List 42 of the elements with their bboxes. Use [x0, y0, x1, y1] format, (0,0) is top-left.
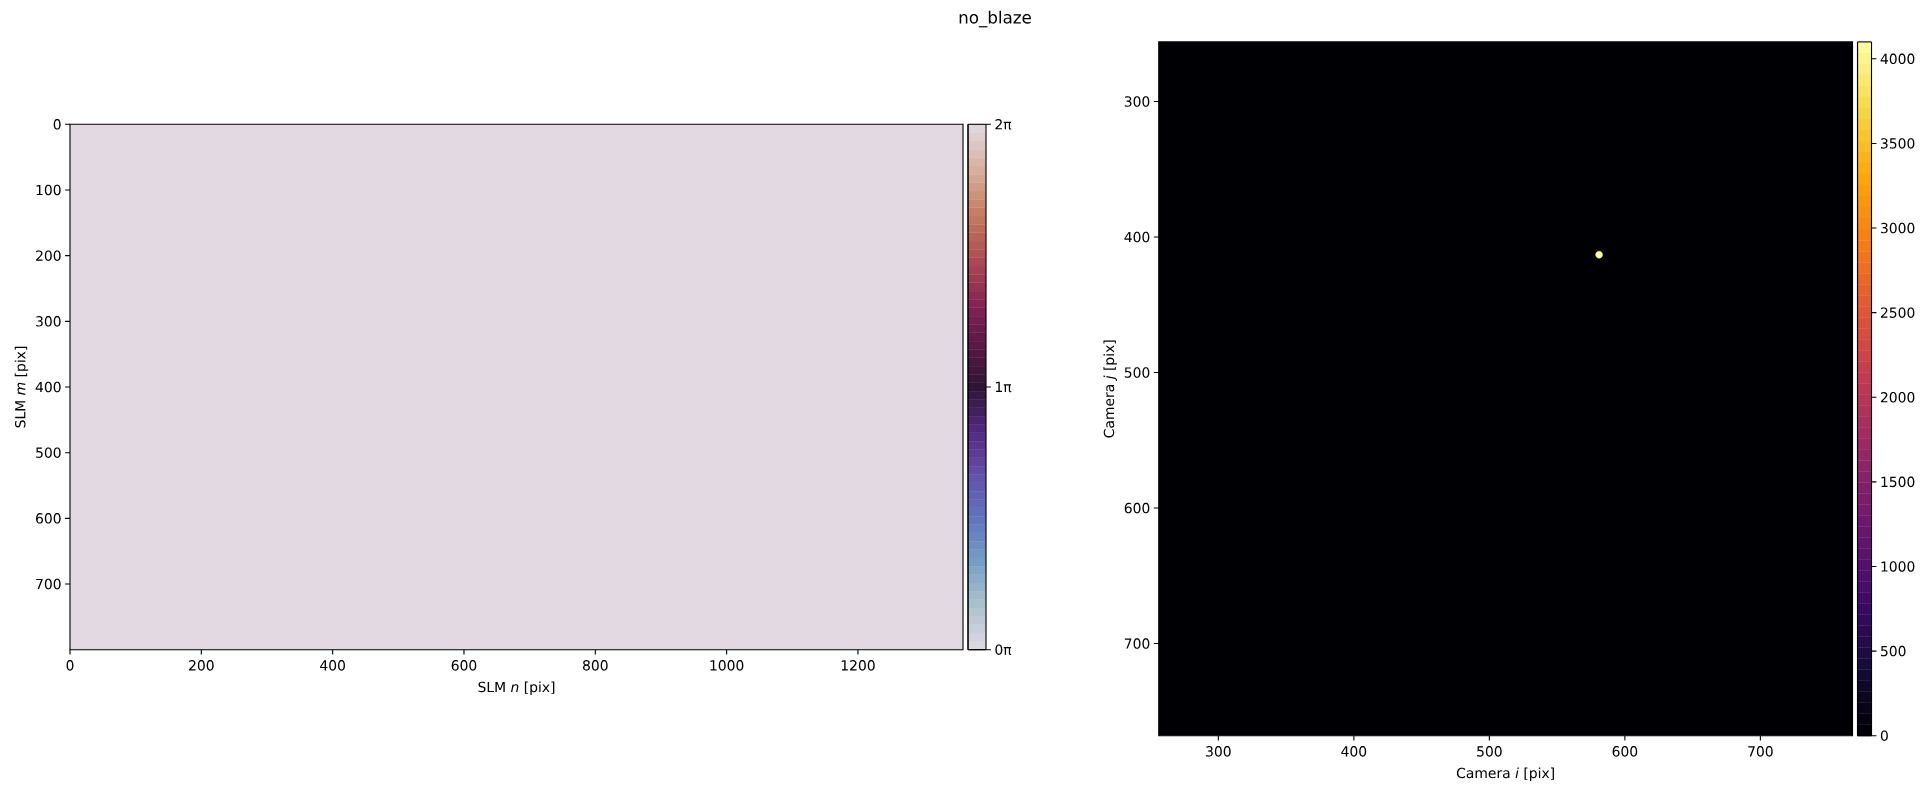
color-bar-label: 2π [995, 118, 1012, 130]
y-tick-label: 600 [36, 513, 61, 524]
y-tick-label: 700 [36, 578, 61, 590]
y-tick-label: 0 [53, 119, 61, 130]
y-tick-label: 300 [36, 316, 61, 327]
color-bar-label: 1000 [1881, 561, 1915, 572]
x-tick-label: 0 [66, 660, 74, 671]
x-tick-label: 400 [320, 660, 345, 671]
y-tick-label: 500 [1124, 367, 1150, 378]
x-tick-label: 800 [582, 660, 608, 671]
x-tick-label: 400 [1341, 746, 1367, 757]
x-tick-label: 600 [451, 660, 477, 671]
color-bar-label: 3000 [1881, 222, 1915, 234]
x-tick-label: 1200 [841, 660, 875, 671]
y-tick-label: 100 [36, 184, 61, 196]
x-axis-title: Camera i [pix] [1456, 767, 1554, 781]
x-tick-label: 700 [1748, 746, 1773, 757]
x-tick-label: 200 [189, 660, 214, 671]
chart-title: no_blaze [959, 10, 1031, 28]
y-tick-label: 500 [36, 447, 61, 458]
x-tick-label: 500 [1477, 746, 1502, 757]
y-tick-label: 600 [1124, 502, 1150, 514]
y-tick-label: 700 [1124, 638, 1150, 649]
color-bar-label: 500 [1881, 645, 1906, 657]
y-tick-label: 300 [1124, 96, 1150, 107]
x-axis-title: SLM n [pix] [478, 681, 555, 695]
x-tick-label: 600 [1612, 746, 1638, 757]
y-tick-label: 400 [1124, 231, 1150, 243]
y-axis-title: Camera j [pix] [1103, 340, 1117, 438]
color-bar-label: 1π [995, 381, 1012, 393]
color-bar-label: 0π [995, 644, 1012, 655]
x-tick-label: 300 [1206, 746, 1231, 757]
color-bar-label: 2500 [1880, 307, 1915, 318]
color-bar-label: 2000 [1880, 391, 1915, 403]
color-bar-label: 0 [1880, 730, 1888, 741]
x-tick-label: 1000 [710, 660, 744, 671]
y-tick-label: 400 [35, 381, 61, 393]
color-bar-label: 1500 [1881, 476, 1915, 488]
y-axis-title: SLM m [pix] [14, 346, 29, 428]
color-bar-label: 3500 [1881, 138, 1915, 149]
color-bar-label: 4000 [1880, 53, 1915, 65]
y-tick-label: 200 [36, 250, 61, 261]
